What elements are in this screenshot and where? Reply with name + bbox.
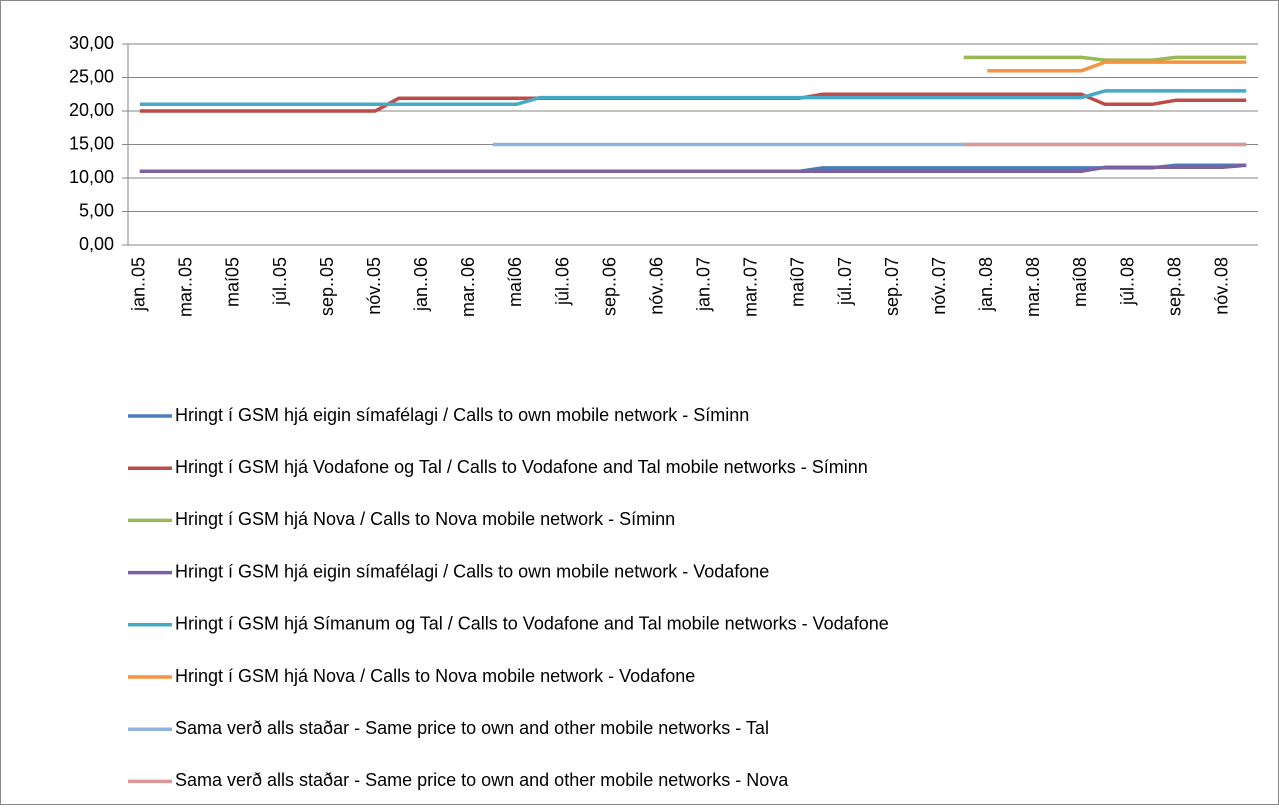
x-tick-label: júl..06 <box>552 257 572 306</box>
x-tick-label: sep..06 <box>599 257 619 316</box>
legend-label: Hringt í GSM hjá eigin símafélagi / Call… <box>175 561 769 581</box>
x-tick-label: júl..08 <box>1117 257 1137 306</box>
x-tick-label: nóv..07 <box>929 257 949 315</box>
legend-label: Hringt í GSM hjá eigin símafélagi / Call… <box>175 405 749 425</box>
x-tick-label: maí08 <box>1070 257 1090 307</box>
y-tick-label: 10,00 <box>69 167 114 187</box>
series-line <box>963 55 1247 62</box>
y-tick-label: 0,00 <box>79 234 114 254</box>
x-tick-label: nóv..05 <box>364 257 384 315</box>
x-tick-label: júl..05 <box>270 257 290 306</box>
x-tick-label: sep..05 <box>317 257 337 316</box>
x-tick-label: mar..06 <box>458 257 478 317</box>
x-tick-label: mar..08 <box>1023 257 1043 317</box>
legend-label: Hringt í GSM hjá Vodafone og Tal / Calls… <box>175 457 868 477</box>
x-tick-label: nóv..06 <box>646 257 666 315</box>
x-tick-label: jan..08 <box>976 257 996 312</box>
y-tick-label: 15,00 <box>69 133 114 153</box>
x-tick-label: jan..05 <box>129 257 149 312</box>
x-tick-label: mar..07 <box>741 257 761 317</box>
series-line <box>139 89 1247 107</box>
x-tick-label: sep..08 <box>1164 257 1184 316</box>
x-tick-label: júl..07 <box>835 257 855 306</box>
y-tick-label: 25,00 <box>69 66 114 86</box>
x-tick-label: nóv..08 <box>1211 257 1231 315</box>
series-line <box>987 60 1247 73</box>
x-tick-label: jan..06 <box>411 257 431 312</box>
legend-label: Hringt í GSM hjá Símanum og Tal / Calls … <box>175 614 889 634</box>
y-tick-label: 30,00 <box>69 33 114 53</box>
series-line <box>139 163 1247 174</box>
x-tick-label: maí06 <box>505 257 525 307</box>
x-tick-label: jan..07 <box>694 257 714 312</box>
x-tick-label: mar..05 <box>176 257 196 317</box>
y-tick-label: 5,00 <box>79 200 114 220</box>
legend-label: Sama verð alls staðar - Same price to ow… <box>175 770 789 790</box>
legend-label: Hringt í GSM hjá Nova / Calls to Nova mo… <box>175 509 675 529</box>
y-tick-label: 20,00 <box>69 100 114 120</box>
legend-label: Sama verð alls staðar - Same price to ow… <box>175 718 769 738</box>
x-tick-label: maí05 <box>223 257 243 307</box>
legend-label: Hringt í GSM hjá Nova / Calls to Nova mo… <box>175 666 695 686</box>
x-tick-label: maí07 <box>788 257 808 307</box>
x-tick-label: sep..07 <box>882 257 902 316</box>
